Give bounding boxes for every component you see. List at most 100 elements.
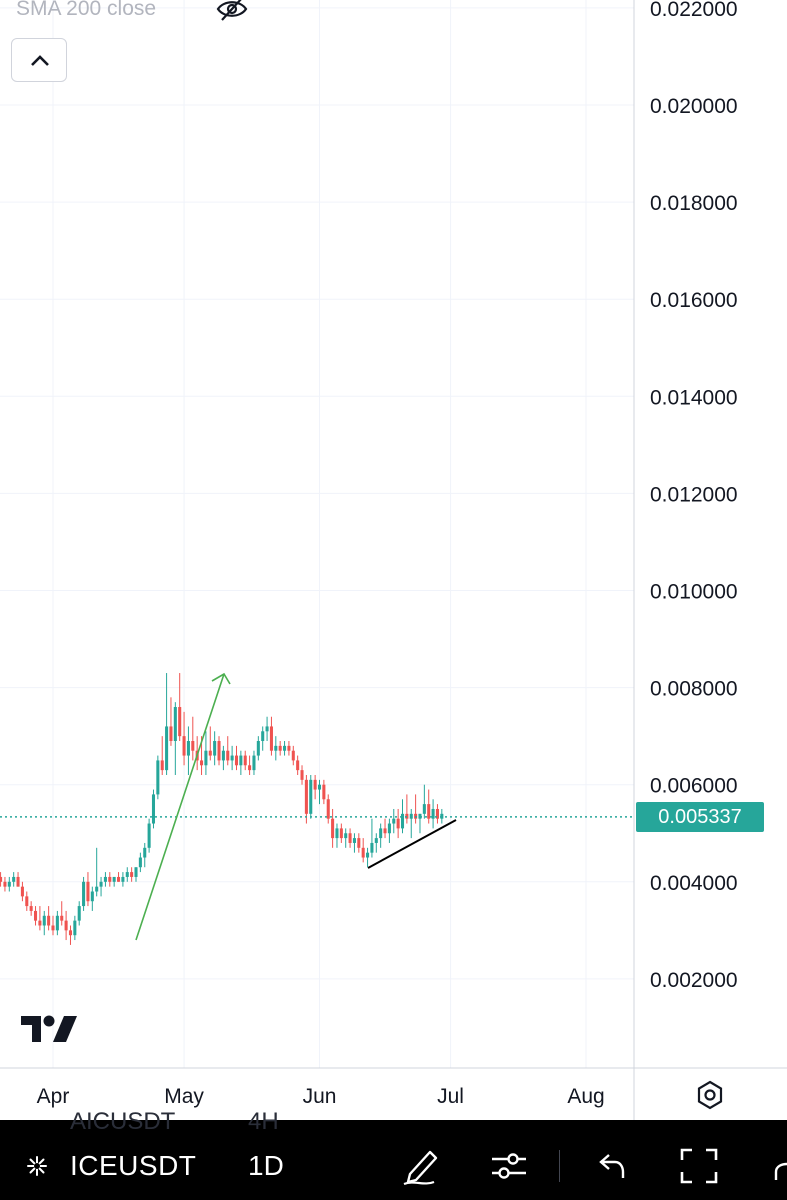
candle-body <box>130 872 134 877</box>
candle <box>60 901 64 926</box>
candle-body <box>103 876 107 882</box>
candle <box>326 794 330 824</box>
candle <box>151 789 156 829</box>
candle <box>418 813 422 834</box>
fullscreen-icon[interactable] <box>678 1146 720 1186</box>
candle <box>73 915 77 941</box>
candle-body <box>178 707 182 737</box>
undo-icon[interactable] <box>595 1146 627 1186</box>
candle-body <box>335 828 339 839</box>
candle <box>352 833 356 853</box>
candle-body <box>427 804 431 819</box>
candle <box>361 838 365 863</box>
candle-body <box>117 876 121 882</box>
y-tick-label: 0.014000 <box>650 386 738 409</box>
candle-body <box>370 842 374 853</box>
more-icon[interactable] <box>772 1146 787 1186</box>
candle-body <box>165 726 169 771</box>
candle-body <box>366 852 370 858</box>
candle <box>12 872 16 887</box>
tradingview-logo[interactable] <box>21 1014 79 1044</box>
candle-body <box>291 750 295 761</box>
candle-body <box>269 726 273 751</box>
candle-body <box>186 741 190 756</box>
candle <box>234 745 239 771</box>
candle-body <box>265 726 269 732</box>
candle-body <box>213 741 217 756</box>
eye-crossed-icon[interactable] <box>214 0 250 22</box>
candle <box>366 847 370 868</box>
y-tick-label: 0.020000 <box>650 95 738 118</box>
candle <box>117 872 121 882</box>
candle <box>147 818 151 853</box>
candle-body <box>379 828 383 839</box>
candle <box>221 745 225 771</box>
candle <box>274 736 278 761</box>
candle <box>287 741 291 756</box>
candle-body <box>82 881 86 907</box>
candle <box>47 906 51 931</box>
symbol-icon[interactable] <box>26 1155 48 1177</box>
x-tick-label: Aug <box>567 1085 604 1108</box>
indicator-label[interactable]: SMA 200 close <box>16 0 157 20</box>
x-axis-ticks: Apr May Jun Jul Aug <box>37 1085 605 1108</box>
candle <box>331 808 335 848</box>
candle-body <box>309 779 313 814</box>
candle <box>435 804 439 824</box>
candle-body <box>252 755 256 771</box>
candle-body <box>261 731 265 742</box>
candle <box>396 808 400 839</box>
y-axis-ticks: 0.022000 0.020000 0.018000 0.016000 0.014000… <box>650 0 738 992</box>
candle <box>134 867 138 882</box>
candle-body <box>317 784 322 790</box>
candle <box>291 745 295 766</box>
pencil-icon[interactable] <box>400 1146 442 1186</box>
chart-area[interactable]: 0.022000 0.020000 0.018000 0.016000 0.014000… <box>0 0 787 1120</box>
candle <box>42 910 46 936</box>
y-tick-label: 0.012000 <box>650 483 738 506</box>
price-chart[interactable]: 0.022000 0.020000 0.018000 0.016000 0.014000… <box>0 0 787 1120</box>
candle-body <box>86 881 90 902</box>
symbol-name[interactable]: ICEUSDT <box>70 1150 197 1181</box>
y-tick-label: 0.008000 <box>650 678 738 701</box>
candle-body <box>300 770 304 780</box>
candle <box>374 833 378 853</box>
candle-body <box>108 876 112 882</box>
candle <box>77 901 81 926</box>
toolbar-separator <box>559 1150 560 1182</box>
candle-body <box>90 891 94 902</box>
candle-body <box>20 886 24 897</box>
candle <box>103 872 107 887</box>
candle <box>309 774 313 819</box>
collapse-legend-button[interactable] <box>11 38 67 82</box>
candle-body <box>33 910 38 921</box>
candle <box>379 823 383 848</box>
candle <box>322 779 326 805</box>
indicators-icon[interactable] <box>490 1146 528 1186</box>
candle-body <box>239 755 243 766</box>
candle-body <box>322 784 326 800</box>
candle <box>64 910 68 941</box>
candle <box>256 736 260 761</box>
last-price-badge: 0.005337 <box>636 801 764 832</box>
candle <box>29 901 33 916</box>
candle <box>156 755 160 800</box>
candle-body <box>134 867 138 877</box>
candle-body <box>29 906 33 911</box>
candle <box>38 906 42 931</box>
candle <box>296 755 300 775</box>
candle-body <box>55 915 59 931</box>
candle-body <box>326 799 330 819</box>
candle-body <box>112 876 116 882</box>
interval-selector[interactable]: 1D <box>248 1150 284 1181</box>
candle <box>252 750 256 775</box>
candle <box>313 774 317 800</box>
candle <box>269 716 273 756</box>
candle <box>125 867 129 882</box>
y-tick-label: 0.004000 <box>650 872 738 895</box>
candle-body <box>68 930 73 936</box>
candle <box>95 847 99 897</box>
candle-body <box>95 886 99 892</box>
candle-body <box>191 741 195 751</box>
chart-settings-icon[interactable] <box>695 1080 725 1110</box>
